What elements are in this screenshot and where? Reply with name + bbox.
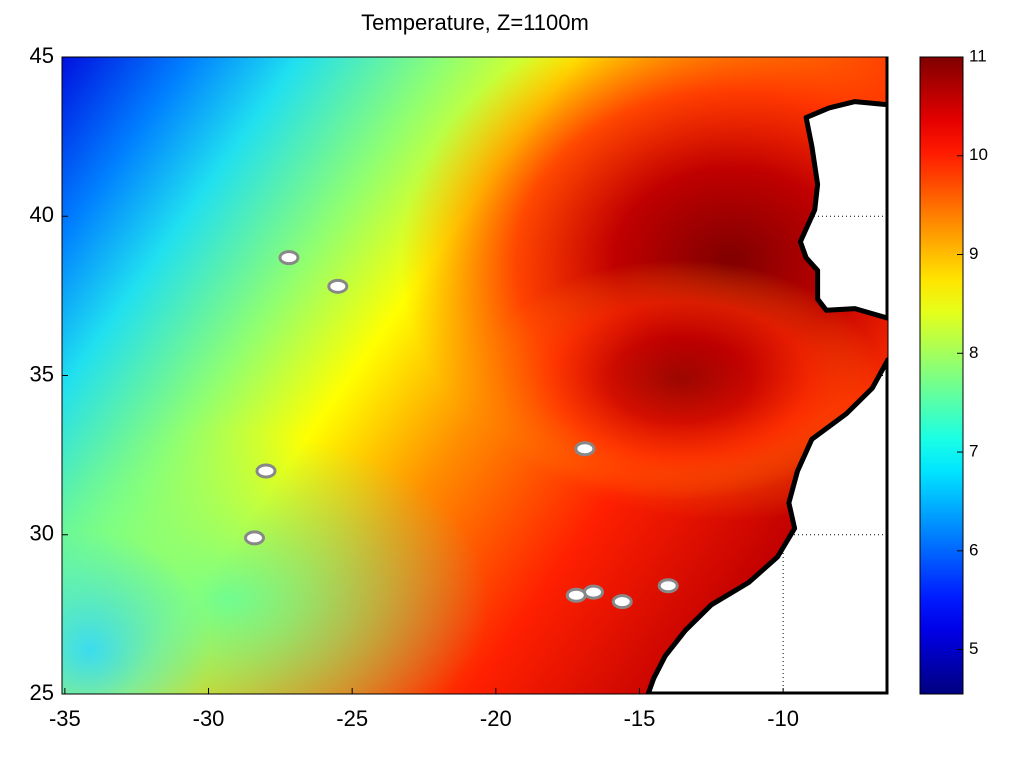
x-tick-label: -20 — [480, 706, 512, 731]
island — [574, 441, 596, 457]
y-tick-label: 45 — [30, 43, 54, 68]
field — [62, 530, 210, 694]
land — [797, 57, 888, 321]
x-tick-label: -30 — [193, 706, 225, 731]
x-tick-label: -10 — [767, 706, 799, 731]
colorbar-tick-label: 11 — [969, 46, 987, 65]
land — [645, 357, 888, 694]
x-tick-label: -15 — [624, 706, 656, 731]
colorbar-tick-label: 9 — [969, 244, 978, 263]
island — [657, 578, 679, 594]
y-tick-label: 40 — [30, 202, 54, 227]
y-tick-label: 25 — [30, 680, 54, 705]
colorbar-tick-label: 8 — [969, 343, 978, 362]
y-tick-label: 35 — [30, 361, 54, 386]
colorbar-tick-label: 7 — [969, 442, 978, 461]
x-tick-label: -35 — [49, 706, 81, 731]
field — [480, 260, 880, 500]
island — [611, 594, 633, 610]
island — [243, 530, 265, 546]
x-tick-label: -25 — [336, 706, 368, 731]
y-tick-label: 30 — [30, 521, 54, 546]
colorbar-tick-label: 6 — [969, 540, 978, 559]
island — [327, 278, 349, 294]
colorbar-tick-label: 5 — [969, 639, 978, 658]
island — [255, 463, 277, 479]
chart-title: Temperature, Z=1100m — [361, 10, 589, 35]
island — [583, 584, 605, 600]
island — [565, 587, 587, 603]
plot-frame — [61, 56, 889, 695]
island — [278, 250, 300, 266]
colorbar — [919, 56, 964, 695]
colorbar-tick-label: 10 — [969, 145, 988, 164]
